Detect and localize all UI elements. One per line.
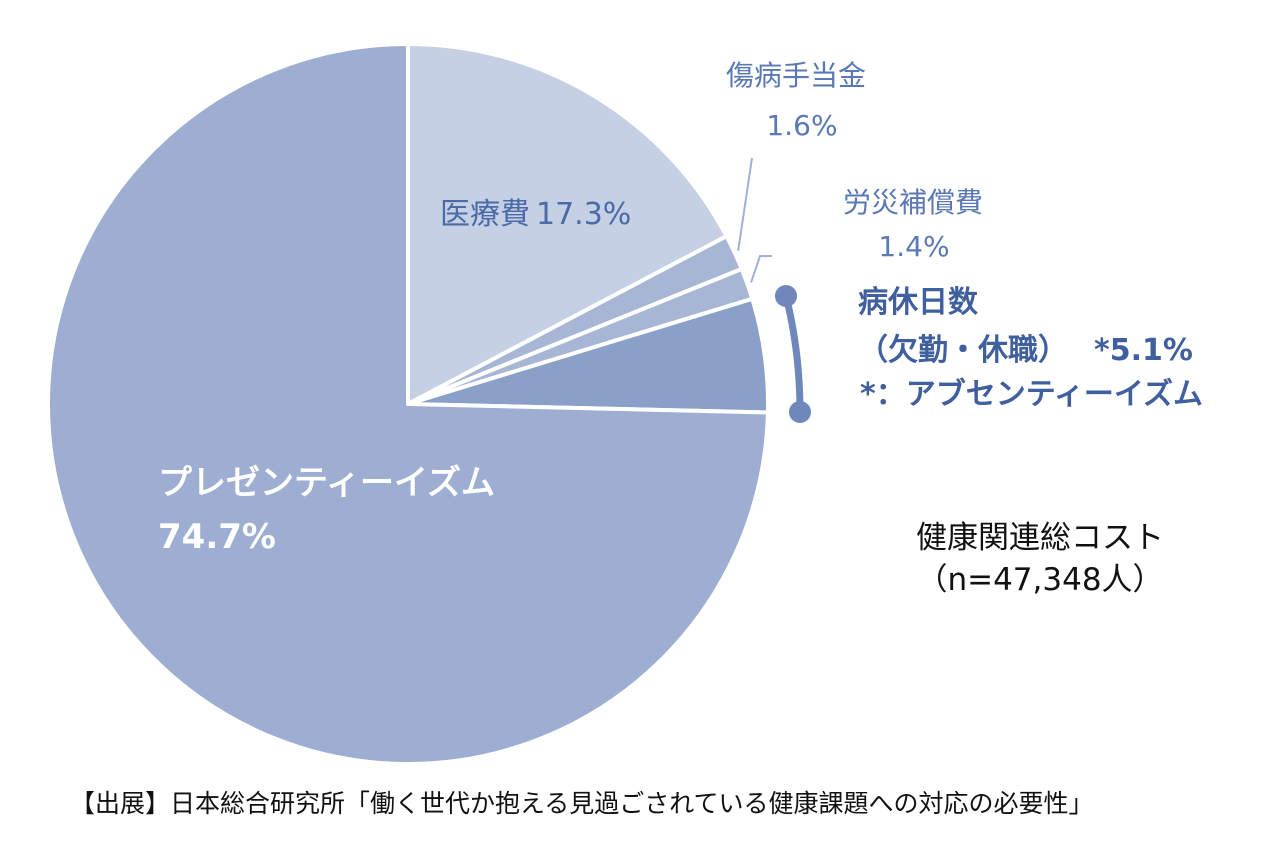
pie-slice-presenteeism [46, 42, 770, 766]
label-medical-name: 医療費 [440, 197, 530, 232]
total-cost-label: 健康関連総コスト [916, 520, 1164, 556]
source-note: 【出展】日本総合研究所「働く世代か抱える見過ごされている健康課題への対応の必要性… [70, 789, 1094, 818]
leader-workers-comp [750, 255, 772, 283]
sample-size-label: （n=47,348人） [916, 562, 1163, 598]
label-sick-leave-name: 病休日数 [858, 285, 979, 320]
label-medical-value: 17.3% [536, 197, 631, 232]
pie-slice-medical [406, 42, 729, 406]
label-sick-leave-detail: （欠勤・休職） [858, 333, 1068, 368]
label-workers-comp-value: 1.4% [878, 230, 949, 263]
label-presenteeism-name: プレゼンティーイズム [158, 463, 495, 503]
bracket-dot-bottom [789, 401, 811, 423]
leader-lines [737, 157, 811, 423]
label-sick-leave-value: *5.1% [1094, 333, 1193, 368]
label-sick-allowance-value: 1.6% [766, 109, 837, 142]
label-workers-comp-name: 労災補償費 [843, 186, 983, 219]
pie-slices [46, 42, 770, 766]
bracket-sick-leave [782, 292, 804, 416]
leader-sick-allowance [737, 157, 753, 251]
bracket-dot-top [775, 285, 797, 307]
label-sick-leave-note: *：アブセンティーイズム [860, 377, 1203, 412]
label-presenteeism-value: 74.7% [158, 517, 276, 557]
label-sick-allowance-name: 傷病手当金 [726, 59, 866, 92]
